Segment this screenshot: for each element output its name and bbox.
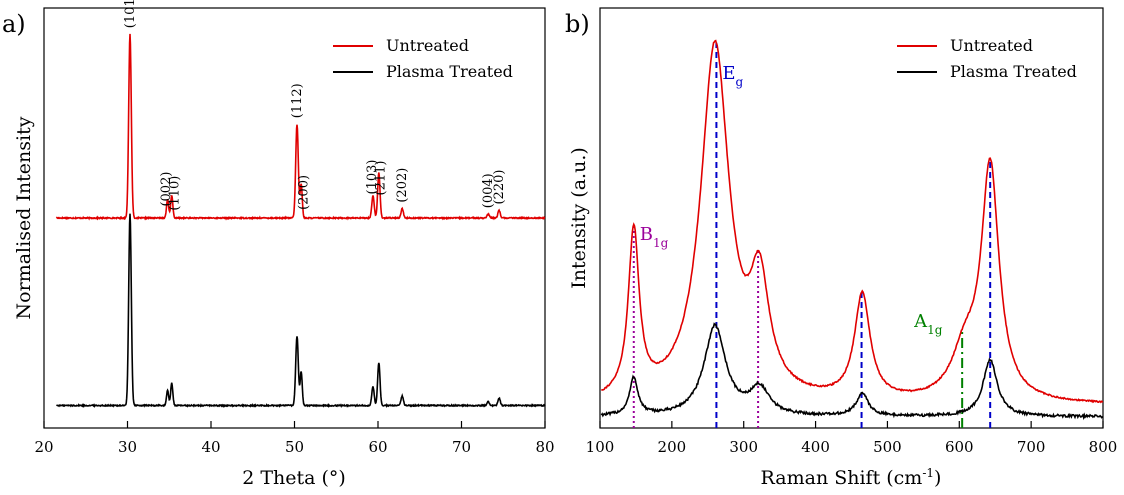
- legend-label-untreated-b: Untreated: [950, 36, 1033, 55]
- panel-a-xlabel: 2 Theta (°): [242, 467, 346, 489]
- mode-label-b1g: B1g: [640, 224, 669, 250]
- peak-annotation: (110): [167, 176, 182, 211]
- x-tick-label: 40: [201, 438, 220, 456]
- series-line-untreated-b: [600, 39, 1104, 404]
- panel-a-ticks: 20 30 40 50 60 70 80: [34, 421, 555, 456]
- peak-annotation: (101): [123, 0, 138, 28]
- x-tick-label: 800: [1089, 438, 1118, 456]
- panel-a-label: a): [2, 10, 26, 38]
- panel-a-xrd: 20 30 40 50 60 70 80 (101) (002)(110) (112) (200)…: [2, 0, 555, 489]
- panel-b-xlabel-tail: ): [934, 467, 941, 489]
- panel-b-label: b): [565, 10, 590, 38]
- panel-b-legend: Untreated Plasma Treated: [897, 36, 1077, 81]
- peak-annotation: (202): [395, 168, 410, 203]
- panel-b-series: [600, 39, 1104, 421]
- x-tick-label: 60: [368, 438, 387, 456]
- x-tick-label: 100: [586, 438, 615, 456]
- peak-annotation: (004): [481, 173, 496, 208]
- series-line-plasma-treated: [55, 213, 546, 409]
- x-tick-label: 700: [1017, 438, 1046, 456]
- legend-label-untreated: Untreated: [386, 36, 469, 55]
- peak-annotation: (112): [290, 83, 305, 118]
- x-tick-label: 70: [452, 438, 471, 456]
- panel-b-xlabel-sup: -1: [922, 466, 934, 480]
- series-line-untreated: [55, 33, 546, 221]
- x-tick-label: 400: [801, 438, 830, 456]
- panel-a-ylabel: Normalised Intensity: [13, 116, 35, 319]
- panel-b-raman: B1g Eg A1g 100 200 300 400 500 600 700 800 b) Ram…: [565, 7, 1118, 489]
- panel-a-annotations: (101) (002)(110) (112) (200) (103)(211) (202)…: [123, 0, 507, 211]
- mode-label-a1g: A1g: [913, 311, 943, 337]
- panel-b-ylabel: Intensity (a.u.): [568, 147, 590, 289]
- mode-label-eg: Eg: [722, 63, 743, 89]
- x-tick-label: 80: [535, 438, 554, 456]
- peak-annotation: (220): [492, 170, 507, 205]
- x-tick-label: 500: [873, 438, 902, 456]
- panel-b-xlabel-main: Raman Shift (cm: [761, 467, 923, 489]
- x-tick-label: 20: [34, 438, 53, 456]
- panel-b-xlabel: Raman Shift (cm-1): [761, 466, 942, 489]
- panel-b-axes-frame: [599, 7, 1104, 429]
- panel-a-legend: Untreated Plasma Treated: [333, 36, 513, 81]
- legend-label-plasma-treated-b: Plasma Treated: [950, 62, 1077, 81]
- x-tick-label: 300: [729, 438, 758, 456]
- series-line-plasma-treated-b: [600, 322, 1104, 421]
- peak-annotation: (211): [374, 160, 389, 195]
- peak-annotation: (103): [365, 160, 380, 195]
- panel-b-mode-lines: B1g Eg A1g: [632, 42, 992, 428]
- x-tick-label: 600: [945, 438, 974, 456]
- x-tick-label: 50: [285, 438, 304, 456]
- panel-a-series: [55, 33, 546, 409]
- peak-annotation: (200): [297, 175, 312, 210]
- x-tick-label: 30: [118, 438, 137, 456]
- legend-label-plasma-treated: Plasma Treated: [386, 62, 513, 81]
- peak-annotation: (002): [159, 172, 174, 207]
- x-tick-label: 200: [658, 438, 687, 456]
- panel-b-ticks: 100 200 300 400 500 600 700 800: [586, 421, 1118, 456]
